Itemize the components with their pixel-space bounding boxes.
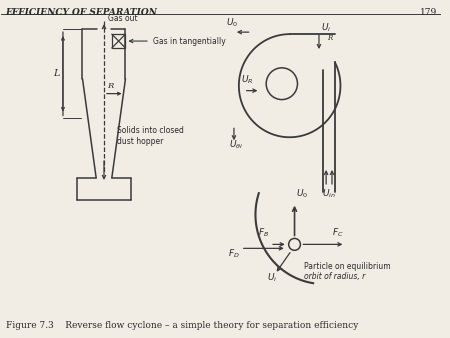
Text: Particle on equilibrium: Particle on equilibrium: [304, 262, 391, 271]
Bar: [112, 34, 126, 48]
Text: $U_i$: $U_i$: [321, 21, 331, 34]
Text: R: R: [327, 34, 332, 42]
Text: $F_C$: $F_C$: [332, 226, 343, 239]
Text: $U_i$: $U_i$: [267, 271, 278, 284]
Text: $U_0$: $U_0$: [226, 16, 238, 29]
Text: $U_0$: $U_0$: [297, 187, 309, 200]
Text: EFFICIENCY OF SEPARATION: EFFICIENCY OF SEPARATION: [5, 8, 158, 17]
Text: Figure 7.3    Reverse flow cyclone – a simple theory for separation efficiency: Figure 7.3 Reverse flow cyclone – a simp…: [6, 321, 359, 330]
Text: orbit of radius, r: orbit of radius, r: [304, 272, 365, 281]
Text: 179: 179: [420, 8, 437, 17]
Text: $U_{θi}$: $U_{θi}$: [229, 138, 243, 151]
Text: Gas out: Gas out: [108, 14, 138, 23]
Text: dust hopper: dust hopper: [117, 137, 163, 146]
Text: R: R: [107, 82, 113, 90]
Text: $U_{in}$: $U_{in}$: [322, 188, 336, 200]
Text: $F_B$: $F_B$: [258, 226, 270, 239]
Text: $F_D$: $F_D$: [228, 247, 240, 260]
Text: $U_R$: $U_R$: [241, 74, 253, 86]
Text: Solids into closed: Solids into closed: [117, 126, 184, 135]
Text: L: L: [53, 69, 59, 78]
Circle shape: [288, 238, 301, 250]
Text: Gas in tangentially: Gas in tangentially: [153, 37, 225, 46]
